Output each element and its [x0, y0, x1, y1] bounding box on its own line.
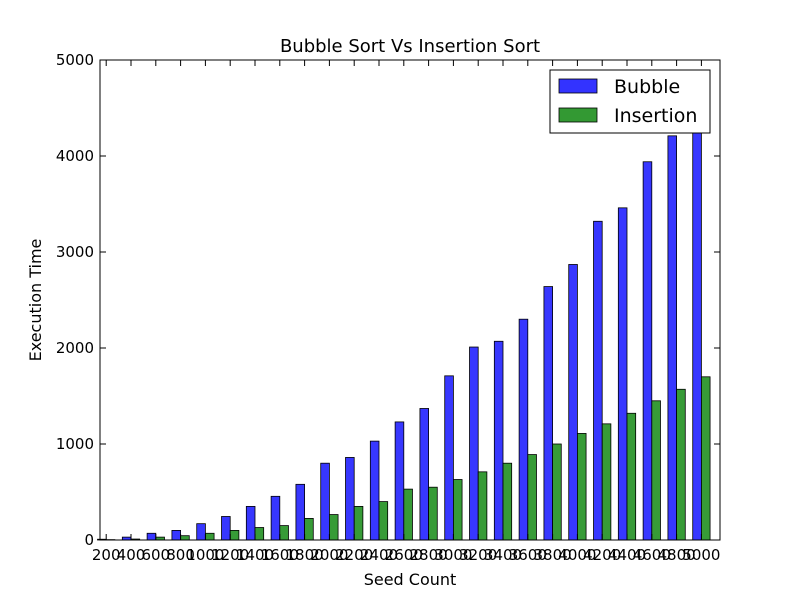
x-tick-label: 3800	[534, 546, 572, 564]
x-tick-label: 600	[141, 546, 170, 564]
bar-bubble-4400	[617, 207, 628, 541]
y-tick-label: 2000	[56, 339, 94, 357]
x-tick-label: 5000	[682, 546, 720, 564]
bar-insertion-3400	[502, 462, 513, 541]
y-tick-label: 0	[84, 531, 94, 549]
x-tick-label: 4800	[658, 546, 696, 564]
bar-bubble-4800	[667, 135, 677, 541]
x-axis-label: Seed Count	[364, 570, 457, 589]
bar-insertion-5000	[701, 376, 711, 541]
bar-insertion-1200	[229, 530, 240, 541]
chart-title: Bubble Sort Vs Insertion Sort	[280, 36, 540, 57]
x-tick-label: 2200	[335, 546, 373, 564]
bar-insertion-2400	[378, 501, 389, 541]
bar-bubble-600	[146, 532, 157, 541]
y-tick-label: 1000	[56, 435, 94, 453]
x-tick-label: 2000	[310, 546, 348, 564]
bar-insertion-4000	[577, 433, 587, 541]
bar-bubble-3200	[469, 346, 479, 541]
legend: Bubble Insertion	[549, 69, 711, 134]
bar-bubble-1200	[221, 516, 231, 541]
bar-bubble-1400	[245, 505, 256, 541]
bar-insertion-4400	[626, 412, 637, 541]
bar-insertion-1800	[304, 518, 314, 541]
bar-bubble-1000	[196, 523, 206, 541]
x-tick-label: 1400	[236, 546, 274, 564]
y-tick-label: 5000	[56, 51, 94, 69]
x-tick-label: 200	[92, 546, 121, 564]
bar-insertion-2800	[428, 486, 438, 541]
bar-bubble-2400	[369, 440, 380, 541]
x-tick-label: 2400	[360, 546, 398, 564]
bar-bubble-4600	[642, 161, 653, 541]
ticks-layer: 0100020003000400050002004006008001000120…	[56, 51, 721, 564]
bar-bubble-2000	[320, 462, 330, 541]
x-tick-label: 3600	[509, 546, 547, 564]
bar-bubble-3600	[518, 318, 529, 541]
bar-bubble-3400	[493, 340, 504, 541]
x-tick-label: 1000	[186, 546, 224, 564]
x-tick-label: 3000	[434, 546, 472, 564]
bar-bubble-2600	[394, 421, 405, 541]
bar-bubble-2200	[345, 457, 355, 541]
bar-bubble-4200	[593, 220, 603, 541]
x-tick-label: 4400	[608, 546, 646, 564]
x-tick-label: 2600	[385, 546, 423, 564]
bar-insertion-3800	[552, 443, 562, 541]
x-tick-label: 3400	[484, 546, 522, 564]
x-tick-label: 400	[117, 546, 146, 564]
bar-insertion-2600	[403, 488, 413, 541]
x-tick-label: 4000	[558, 546, 596, 564]
plot-area-frame	[99, 59, 721, 541]
x-tick-label: 4600	[633, 546, 671, 564]
legend-label-bubble: Bubble	[614, 76, 680, 98]
bar-insertion-4600	[651, 400, 661, 541]
bar-insertion-1400	[254, 527, 265, 541]
x-tick-label: 4200	[583, 546, 621, 564]
bar-insertion-3600	[527, 454, 537, 541]
legend-swatch-insertion	[558, 107, 598, 123]
bar-insertion-3200	[477, 471, 488, 541]
y-tick-label: 3000	[56, 243, 94, 261]
bar-bubble-1800	[295, 483, 306, 541]
x-tick-label: 800	[166, 546, 195, 564]
x-tick-label: 1200	[211, 546, 249, 564]
bar-bubble-2800	[419, 408, 430, 541]
bar-insertion-3000	[452, 479, 463, 541]
bar-bubble-800	[171, 530, 181, 541]
bar-insertion-800	[180, 535, 190, 541]
bar-bubble-3800	[543, 286, 553, 541]
bar-insertion-1000	[204, 532, 215, 541]
bar-insertion-1600	[279, 525, 289, 541]
legend-swatch-bubble	[558, 78, 598, 94]
y-tick-label: 4000	[56, 147, 94, 165]
bar-insertion-2200	[353, 505, 364, 541]
x-tick-label: 1600	[261, 546, 299, 564]
x-tick-label: 3200	[459, 546, 497, 564]
legend-label-insertion: Insertion	[614, 105, 697, 127]
bar-bubble-4000	[568, 264, 578, 541]
x-tick-label: 1800	[286, 546, 324, 564]
bar-bubble-3000	[444, 375, 454, 541]
x-tick-label: 2800	[410, 546, 448, 564]
bar-insertion-2000	[328, 514, 339, 541]
bar-bubble-5000	[692, 130, 702, 541]
y-axis-label: Execution Time	[26, 239, 45, 362]
bar-bubble-1600	[270, 495, 281, 541]
bar-insertion-4200	[601, 423, 612, 541]
bar-insertion-4800	[676, 388, 686, 541]
